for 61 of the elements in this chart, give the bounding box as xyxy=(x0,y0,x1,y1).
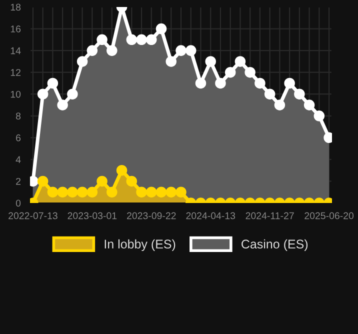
point xyxy=(294,88,305,100)
point xyxy=(57,100,68,110)
x-tick-label: 2023-09-22 xyxy=(127,212,176,220)
point xyxy=(274,100,286,110)
point xyxy=(146,34,157,46)
point xyxy=(76,56,88,67)
point xyxy=(37,176,48,187)
point xyxy=(215,78,226,89)
y-tick-label: 8 xyxy=(16,112,21,120)
y-tick-label: 16 xyxy=(10,26,21,32)
point xyxy=(96,176,108,187)
point xyxy=(314,110,325,122)
y-tick-label: 0 xyxy=(16,200,21,207)
point xyxy=(86,45,98,56)
point xyxy=(156,186,167,198)
point xyxy=(57,186,68,198)
y-tick-label: 12 xyxy=(10,69,20,76)
point xyxy=(37,88,48,100)
x-tick-label: 2023-03-01 xyxy=(68,212,117,220)
point xyxy=(126,34,138,46)
point xyxy=(166,186,177,198)
y-tick-label: 18 xyxy=(10,4,21,11)
x-tick-label: 2022-07-13 xyxy=(8,212,58,220)
point xyxy=(176,186,186,198)
point xyxy=(67,88,78,100)
y-tick-label: 10 xyxy=(10,90,21,98)
point xyxy=(146,186,157,198)
point xyxy=(254,78,266,89)
x-tick-label: 2024-11-27 xyxy=(246,212,294,220)
x-tick-label: 2025-06-20 xyxy=(304,212,354,220)
point xyxy=(264,88,276,100)
y-tick-label: 14 xyxy=(10,47,21,54)
point xyxy=(47,78,58,89)
point xyxy=(106,45,118,56)
point xyxy=(244,66,256,78)
point xyxy=(116,164,128,176)
point xyxy=(195,78,206,89)
point xyxy=(96,34,108,46)
point xyxy=(86,186,98,198)
point xyxy=(176,45,186,56)
point xyxy=(224,66,236,78)
point xyxy=(205,56,216,67)
point xyxy=(67,186,78,198)
point xyxy=(126,176,138,187)
point xyxy=(304,100,315,110)
point xyxy=(136,186,147,198)
point xyxy=(185,45,196,56)
y-tick-label: 4 xyxy=(16,156,21,163)
point xyxy=(284,78,295,89)
x-tick-label: 2024-04-13 xyxy=(186,212,236,220)
point xyxy=(166,56,177,67)
y-tick-label: 6 xyxy=(16,134,21,142)
y-tick-label: 2 xyxy=(16,178,20,185)
legend-label: Casino (ES) xyxy=(242,239,308,251)
point xyxy=(47,186,58,198)
legend-label: In lobby (ES) xyxy=(104,239,176,251)
point xyxy=(234,56,246,67)
point xyxy=(106,186,118,198)
point xyxy=(76,186,88,198)
point xyxy=(136,34,147,46)
point xyxy=(156,23,167,34)
